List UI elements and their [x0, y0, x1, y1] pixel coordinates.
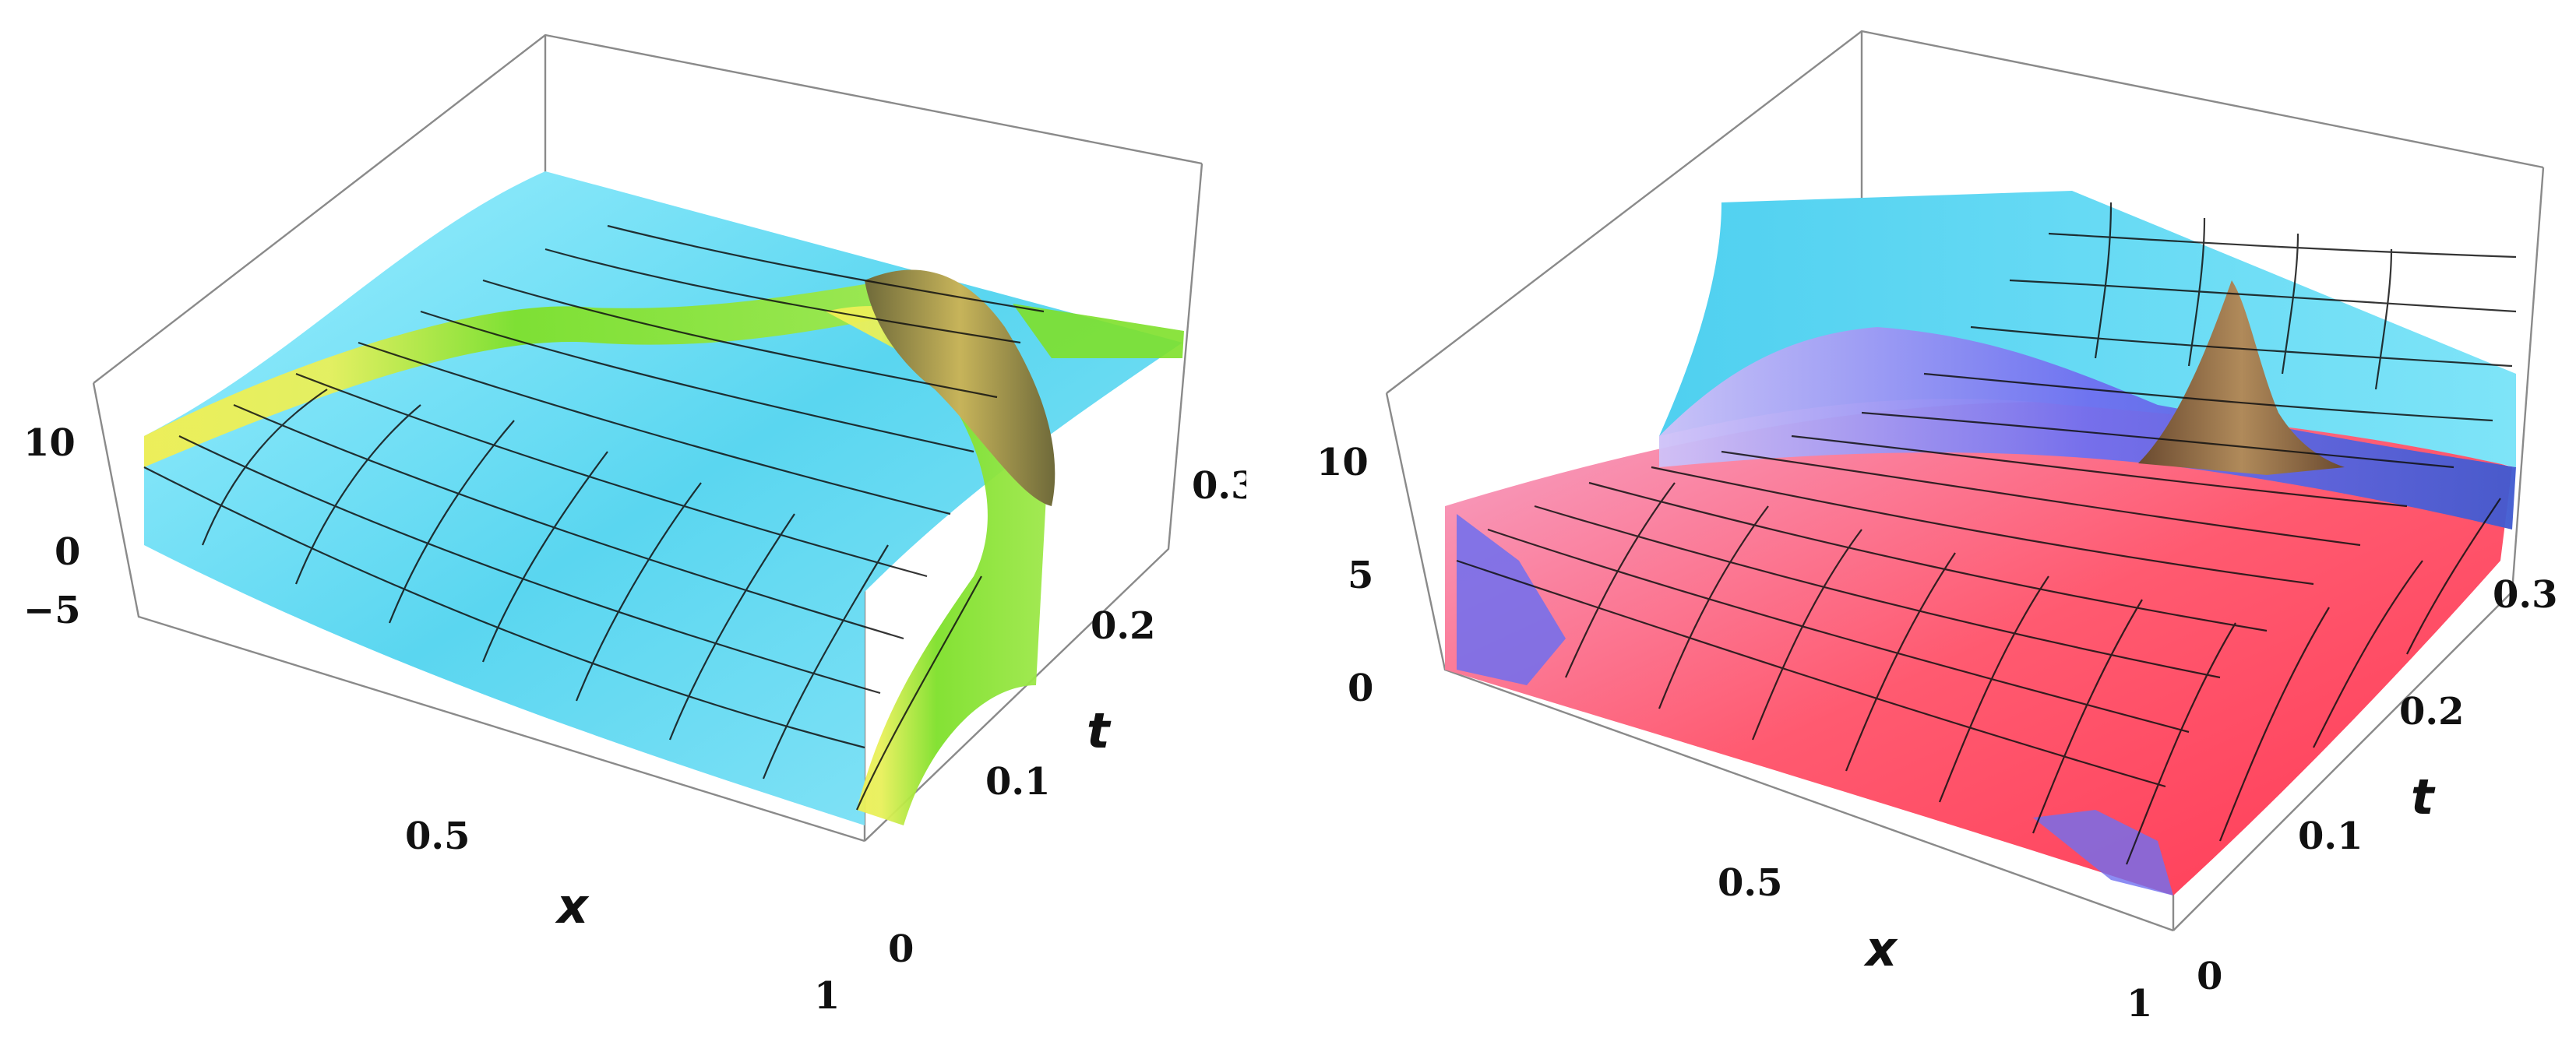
- t-axis-label-right: t: [2411, 769, 2436, 825]
- z-tick-right-0: 0: [1348, 667, 1373, 710]
- t-tick-left-0.1: 0.1: [985, 760, 1051, 804]
- x-tick-right-1: 1: [2127, 982, 2152, 1026]
- box-right-right: [2173, 167, 2545, 931]
- t-tick-left-0: 0: [888, 927, 914, 971]
- x-axis-label-right: x: [1863, 920, 1898, 977]
- t-axis-label-left: t: [1087, 702, 1112, 759]
- x-tick-right-0.5: 0.5: [1718, 861, 1783, 905]
- surface-plot-left-svg: 10 0 −5 0.5 1 x 0 0.1 0.2 0.3 t: [23, 33, 1246, 1018]
- x-axis-right: 0.5 1 x: [1718, 861, 2152, 1026]
- z-tick-left-10: 10: [23, 421, 76, 465]
- surface-right-band: [1659, 327, 2516, 530]
- x-tick-left-1: 1: [814, 974, 840, 1018]
- z-tick-right-10: 10: [1316, 441, 1369, 484]
- surface-right-mesh: [1456, 202, 2517, 865]
- z-tick-left-0: 0: [55, 530, 80, 574]
- surface-right: [1445, 191, 2517, 895]
- surface-plot-right-svg: 10 5 0 0.5 1 x 0 0.1 0.2 0.3 t: [1316, 30, 2558, 1026]
- surface-right-base: [1445, 402, 2512, 895]
- surface-left-band-upper: [144, 280, 888, 467]
- x-axis-label-left: x: [555, 878, 590, 934]
- surface-right-front-edge: [2033, 810, 2173, 895]
- t-tick-right-0: 0: [2197, 955, 2222, 998]
- t-tick-left-0.3: 0.3: [1192, 464, 1246, 508]
- box-right-left: [864, 163, 1203, 842]
- surface-left-peak: [865, 269, 1055, 506]
- surface-right-peak: [2138, 280, 2345, 475]
- surface-right-left-edge: [1457, 514, 1566, 685]
- surface-plot-right: 10 5 0 0.5 1 x 0 0.1 0.2 0.3 t: [1285, 0, 2571, 1038]
- t-axis-right: 0 0.1 0.2 0.3 t: [2197, 573, 2558, 998]
- surface-left: [143, 171, 1184, 826]
- t-tick-left-0.2: 0.2: [1091, 604, 1156, 648]
- surface-left-green-ledge: [1013, 304, 1184, 358]
- z-tick-left-minus5: −5: [23, 589, 81, 632]
- z-axis-ticks-left: 10 0 −5: [23, 421, 81, 632]
- x-axis-left: 0.5 1 x: [405, 815, 840, 1018]
- surface-plot-left: 10 0 −5 0.5 1 x 0 0.1 0.2 0.3 t: [0, 0, 1246, 1038]
- surface-left-mesh: [143, 224, 1045, 811]
- t-tick-right-0.3: 0.3: [2493, 573, 2558, 617]
- x-tick-left-0.5: 0.5: [405, 815, 470, 858]
- t-tick-right-0.1: 0.1: [2298, 815, 2363, 858]
- t-axis-left: 0 0.1 0.2 0.3 t: [888, 464, 1246, 971]
- t-tick-right-0.2: 0.2: [2399, 690, 2465, 734]
- box-front-bottom-left: [92, 382, 865, 843]
- z-axis-ticks-right: 10 5 0: [1316, 441, 1373, 710]
- z-tick-right-5: 5: [1348, 554, 1373, 597]
